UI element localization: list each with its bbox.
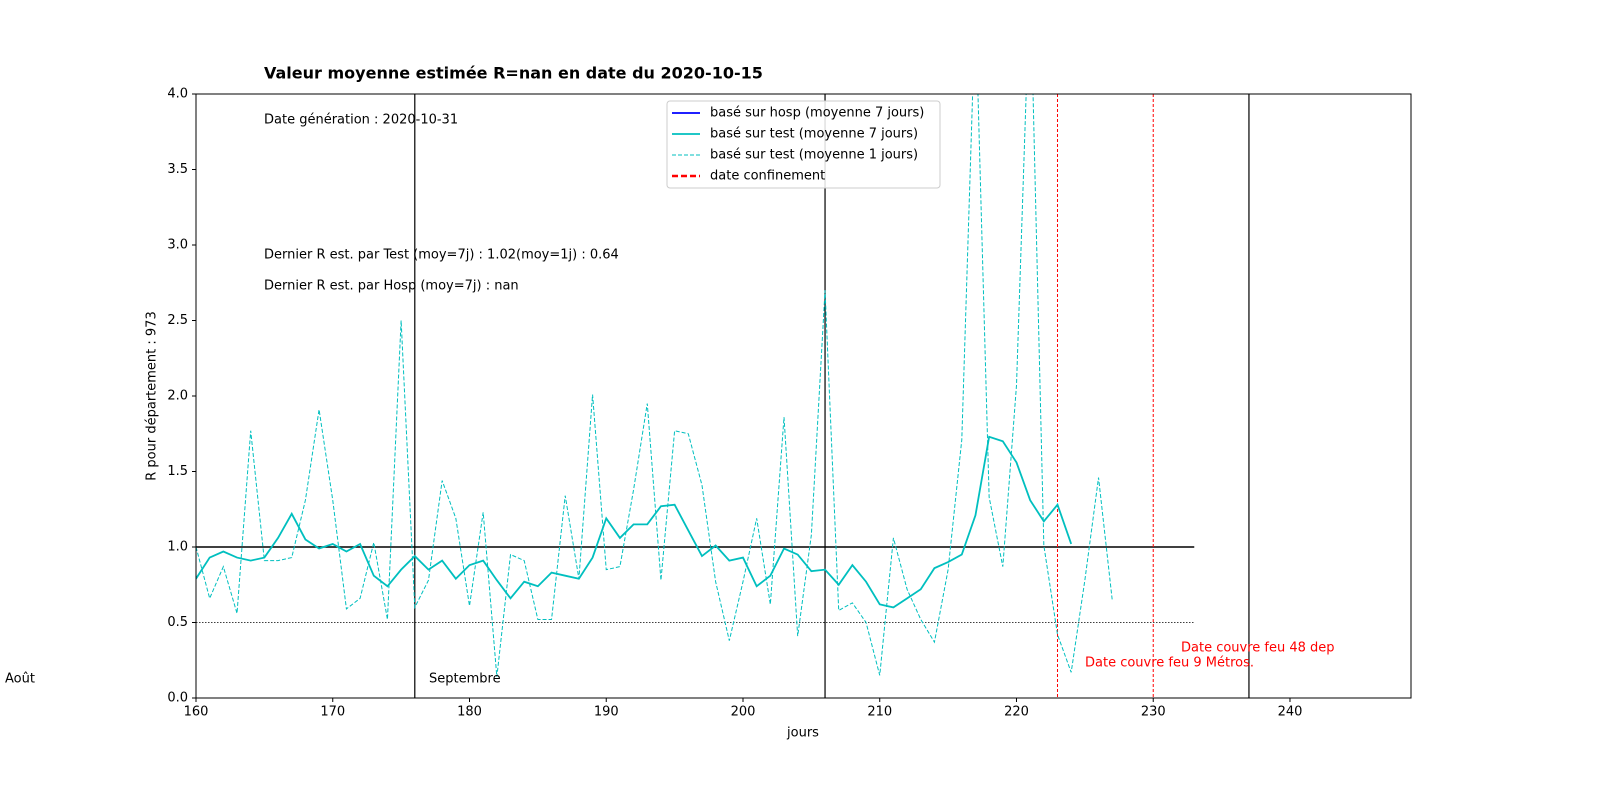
annotation: Août: [5, 672, 35, 687]
plot-area: [196, 94, 1250, 698]
annotation: Date couvre feu 9 Métros.: [1085, 656, 1254, 671]
annotation: Dernier R est. par Test (moy=7j) : 1.02(…: [264, 248, 619, 263]
x-tick-label: 170: [320, 705, 345, 720]
y-axis-label: R pour département : 973: [145, 311, 160, 480]
y-tick-label: 1.5: [167, 464, 188, 479]
y-tick-label: 0.5: [167, 615, 188, 630]
legend-label: date confinement: [710, 169, 825, 184]
chart-title: Valeur moyenne estimée R=nan en date du …: [264, 64, 763, 83]
series-line: [196, 435, 1073, 609]
legend-label: basé sur test (moyenne 7 jours): [710, 127, 918, 142]
x-tick-label: 200: [731, 705, 756, 720]
x-tick-label: 210: [867, 705, 892, 720]
legend-label: basé sur hosp (moyenne 7 jours): [710, 106, 924, 121]
annotation: Septembre: [429, 672, 501, 687]
series-line: [196, 94, 1113, 677]
x-tick-label: 160: [184, 705, 209, 720]
y-tick-label: 2.5: [167, 313, 188, 328]
legend-box: [666, 100, 941, 189]
y-tick-label: 2.0: [167, 389, 188, 404]
x-axis-label: jours: [786, 726, 819, 741]
annotation: Date génération : 2020-10-31: [264, 113, 458, 128]
annotation: Date couvre feu 48 dep: [1181, 641, 1335, 656]
y-tick-label: 3.5: [167, 162, 188, 177]
y-tick-label: 0.0: [167, 691, 188, 706]
annotation: Dernier R est. par Hosp (moy=7j) : nan: [264, 279, 519, 294]
y-tick-label: 3.0: [167, 238, 188, 253]
x-tick-label: 180: [457, 705, 482, 720]
x-tick-label: 190: [594, 705, 619, 720]
y-tick-label: 1.0: [167, 540, 188, 555]
x-tick-label: 230: [1141, 705, 1166, 720]
x-tick-label: 240: [1278, 705, 1303, 720]
x-tick-label: 220: [1004, 705, 1029, 720]
plot-frame: [195, 93, 1412, 699]
y-tick-label: 4.0: [167, 87, 188, 102]
legend-label: basé sur test (moyenne 1 jours): [710, 148, 918, 163]
